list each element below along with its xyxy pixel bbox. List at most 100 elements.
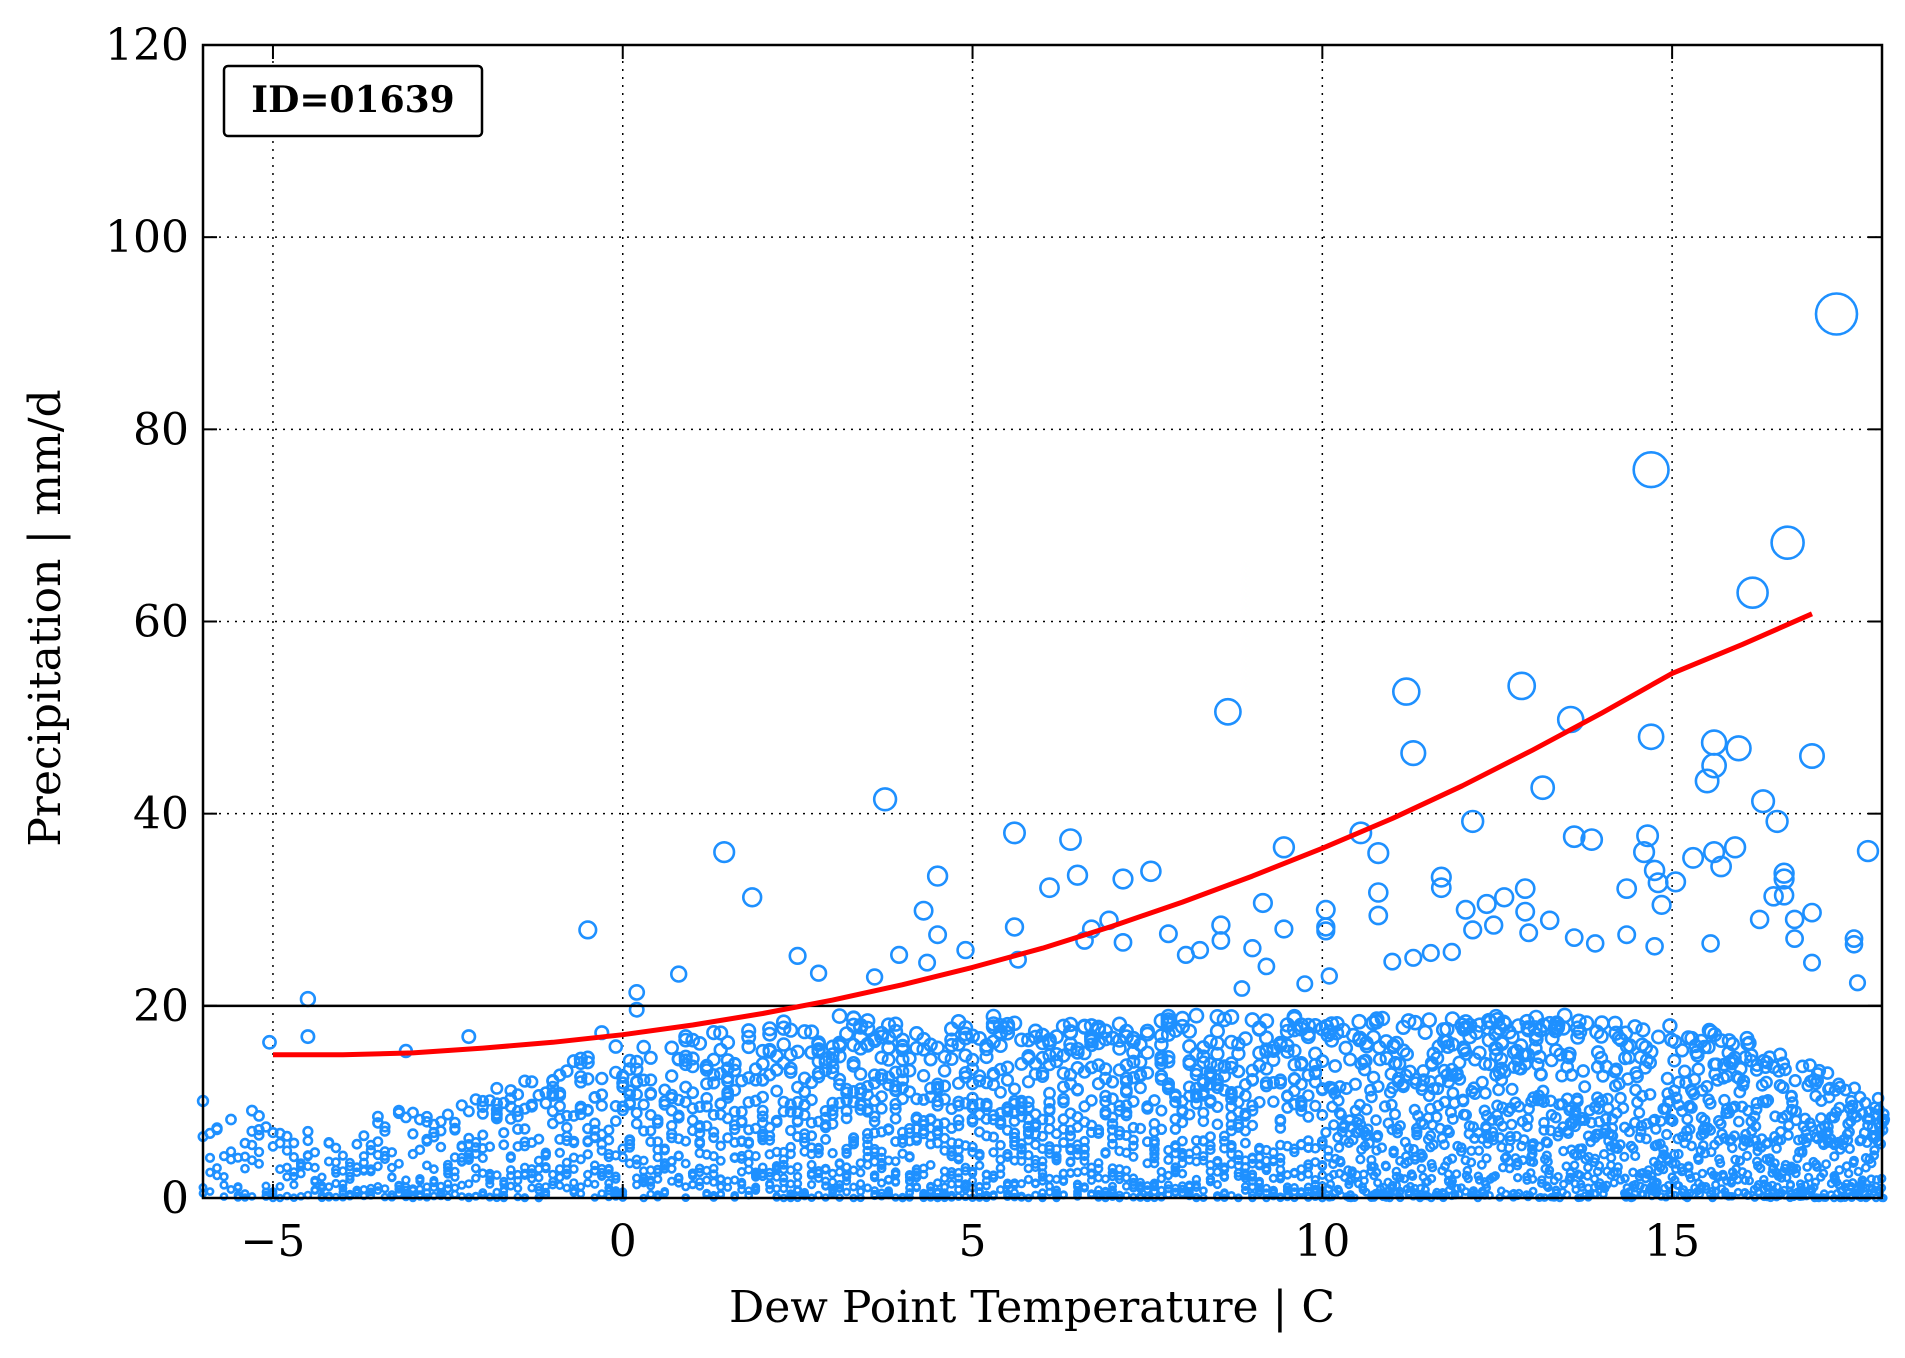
data-point	[225, 1113, 237, 1126]
data-point	[1273, 1076, 1287, 1090]
data-point	[1014, 1032, 1029, 1048]
data-point	[484, 1141, 496, 1152]
data-point	[1105, 1075, 1120, 1089]
data-point	[275, 1182, 285, 1192]
data-point	[1683, 1162, 1694, 1173]
data-point	[1328, 1059, 1342, 1073]
data-point	[1763, 885, 1784, 907]
data-point	[1113, 933, 1133, 952]
data-point	[1156, 1166, 1167, 1177]
data-point	[1072, 1179, 1083, 1189]
data-point	[1063, 1067, 1078, 1082]
data-point	[1615, 1175, 1626, 1185]
data-point	[708, 1163, 719, 1174]
data-point	[813, 1147, 824, 1159]
data-point	[993, 1038, 1008, 1053]
data-point	[1750, 1135, 1761, 1146]
data-point	[1718, 1169, 1728, 1180]
data-point	[1106, 1111, 1119, 1124]
data-point	[913, 900, 934, 921]
data-point	[300, 1029, 316, 1045]
data-point	[1632, 451, 1670, 489]
data-point	[476, 1094, 489, 1108]
data-point	[1093, 1163, 1104, 1174]
data-point	[573, 1051, 588, 1066]
data-point	[1135, 1177, 1145, 1187]
data-point	[1736, 576, 1769, 610]
data-point	[1279, 1023, 1295, 1040]
data-point	[1371, 1080, 1385, 1094]
data-point	[1527, 1148, 1538, 1160]
data-point	[1478, 1056, 1493, 1071]
data-point	[630, 1117, 643, 1130]
data-point	[1574, 1114, 1587, 1127]
data-point	[1177, 1168, 1188, 1179]
data-point	[582, 1149, 593, 1160]
data-point	[770, 1084, 784, 1098]
data-point	[1300, 1029, 1316, 1045]
data-point	[1877, 1108, 1890, 1121]
data-point	[567, 1110, 580, 1122]
data-point	[743, 1124, 755, 1136]
data-point	[1732, 1071, 1746, 1086]
data-point	[1149, 1153, 1160, 1164]
data-point	[1672, 1075, 1686, 1089]
data-point	[756, 1110, 769, 1123]
data-point	[421, 1160, 432, 1171]
data-point	[652, 1174, 663, 1184]
data-point	[672, 1093, 685, 1107]
data-point	[525, 1075, 539, 1089]
data-point	[1585, 934, 1605, 953]
data-point	[706, 1068, 721, 1082]
data-point	[1762, 1137, 1774, 1148]
data-point	[751, 1182, 761, 1192]
data-point	[925, 1160, 936, 1171]
x-tick-label: −5	[241, 1216, 306, 1267]
data-point	[1232, 1118, 1245, 1130]
data-point	[1608, 1064, 1622, 1079]
data-point	[1776, 1081, 1790, 1095]
data-point	[595, 1099, 608, 1112]
data-point	[1447, 1176, 1457, 1186]
data-point	[1674, 1043, 1690, 1058]
data-point	[1749, 1120, 1762, 1133]
data-point	[1217, 1069, 1232, 1083]
data-point	[1381, 1161, 1391, 1172]
data-point	[806, 1159, 817, 1170]
data-point	[1210, 1073, 1224, 1087]
data-point	[1177, 1184, 1187, 1194]
data-point	[1066, 864, 1089, 886]
data-point	[1452, 1055, 1467, 1070]
data-point	[1814, 292, 1859, 336]
data-point	[1190, 1097, 1203, 1110]
data-point	[859, 1020, 876, 1037]
data-point	[987, 1131, 999, 1143]
data-point	[652, 1136, 664, 1147]
data-point	[636, 1039, 652, 1055]
data-point	[1693, 1178, 1704, 1188]
data-point	[1530, 775, 1556, 801]
data-point	[1021, 1048, 1036, 1064]
data-point	[1773, 884, 1795, 906]
data-point	[884, 1186, 893, 1195]
data-point	[1328, 1025, 1345, 1041]
data-point	[1098, 1071, 1113, 1086]
data-point	[972, 1074, 987, 1088]
data-point	[1599, 1112, 1612, 1125]
data-point	[930, 1040, 945, 1056]
data-point	[519, 1123, 531, 1135]
data-point	[281, 1145, 293, 1156]
data-point	[965, 1052, 980, 1067]
data-point	[1121, 1165, 1132, 1176]
data-point	[590, 1179, 600, 1189]
data-point	[1126, 1070, 1141, 1085]
data-point	[1658, 1164, 1669, 1175]
data-point	[1015, 1104, 1028, 1117]
data-point	[923, 1037, 938, 1053]
data-point	[1462, 1165, 1473, 1176]
data-point	[821, 1181, 831, 1191]
data-point	[1400, 1158, 1411, 1169]
data-point	[414, 1144, 426, 1156]
y-tick-label: 20	[133, 981, 189, 1032]
data-point	[686, 1086, 700, 1100]
